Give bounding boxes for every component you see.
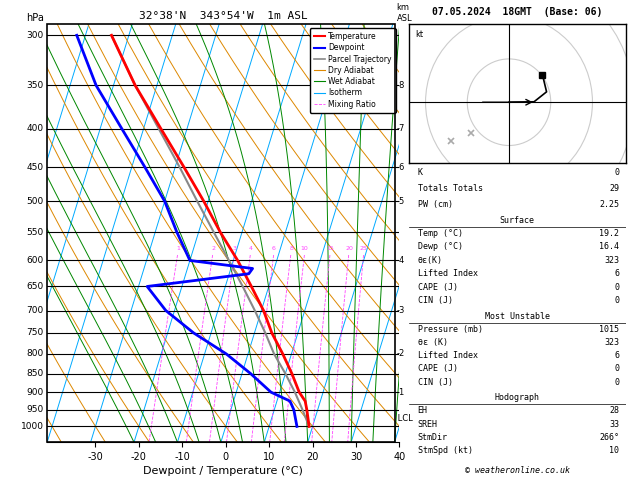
Text: 600: 600	[26, 256, 43, 265]
Text: 0: 0	[615, 282, 620, 292]
Text: 28: 28	[610, 406, 620, 416]
Text: 650: 650	[26, 282, 43, 291]
Text: 1015: 1015	[599, 325, 620, 334]
Text: -6: -6	[397, 162, 405, 172]
Text: 0: 0	[615, 364, 620, 374]
Text: CIN (J): CIN (J)	[418, 296, 452, 305]
Text: Temp (°C): Temp (°C)	[418, 229, 462, 238]
Text: -5: -5	[397, 197, 405, 206]
Text: 850: 850	[26, 369, 43, 378]
Text: EH: EH	[418, 406, 428, 416]
Text: 1000: 1000	[21, 422, 43, 431]
Text: Hodograph: Hodograph	[495, 393, 540, 402]
Text: 700: 700	[26, 306, 43, 315]
Text: Lifted Index: Lifted Index	[418, 269, 477, 278]
Text: 323: 323	[604, 256, 620, 265]
Text: CAPE (J): CAPE (J)	[418, 282, 457, 292]
Text: 20: 20	[345, 246, 353, 251]
Text: LCL: LCL	[394, 414, 412, 423]
Text: 500: 500	[26, 197, 43, 206]
Text: © weatheronline.co.uk: © weatheronline.co.uk	[465, 466, 570, 475]
Text: 266°: 266°	[599, 433, 620, 442]
Text: Totals Totals: Totals Totals	[418, 184, 482, 193]
Text: 19.2: 19.2	[599, 229, 620, 238]
Text: PW (cm): PW (cm)	[418, 200, 452, 208]
Text: 0: 0	[615, 378, 620, 387]
X-axis label: Dewpoint / Temperature (°C): Dewpoint / Temperature (°C)	[143, 466, 303, 476]
Text: 10: 10	[301, 246, 309, 251]
Text: 16.4: 16.4	[599, 243, 620, 251]
Text: 6: 6	[272, 246, 276, 251]
Text: K: K	[418, 168, 423, 177]
Text: -3: -3	[397, 306, 405, 315]
Text: CAPE (J): CAPE (J)	[418, 364, 457, 374]
Text: 750: 750	[26, 329, 43, 337]
Text: 950: 950	[26, 405, 43, 414]
Text: -4: -4	[397, 256, 405, 265]
Text: 6: 6	[615, 269, 620, 278]
Text: 0: 0	[615, 168, 620, 177]
Text: Lifted Index: Lifted Index	[418, 351, 477, 360]
Text: Dewp (°C): Dewp (°C)	[418, 243, 462, 251]
Text: 10: 10	[610, 446, 620, 455]
Text: θε(K): θε(K)	[418, 256, 443, 265]
Text: θε (K): θε (K)	[418, 338, 447, 347]
Text: 400: 400	[26, 124, 43, 133]
Text: Surface: Surface	[500, 216, 535, 225]
Title: 32°38'N  343°54'W  1m ASL: 32°38'N 343°54'W 1m ASL	[139, 11, 308, 21]
Text: 07.05.2024  18GMT  (Base: 06): 07.05.2024 18GMT (Base: 06)	[432, 7, 603, 17]
Text: 25: 25	[360, 246, 368, 251]
Text: SREH: SREH	[418, 419, 438, 429]
Text: 3: 3	[233, 246, 237, 251]
Text: -7: -7	[397, 124, 405, 133]
Text: 0: 0	[615, 296, 620, 305]
Text: 4: 4	[248, 246, 253, 251]
Text: StmDir: StmDir	[418, 433, 447, 442]
Text: 350: 350	[26, 81, 43, 90]
Text: CIN (J): CIN (J)	[418, 378, 452, 387]
Text: 2: 2	[211, 246, 215, 251]
Text: 6: 6	[615, 351, 620, 360]
Text: 450: 450	[26, 162, 43, 172]
Text: 2.25: 2.25	[599, 200, 620, 208]
Legend: Temperature, Dewpoint, Parcel Trajectory, Dry Adiabat, Wet Adiabat, Isotherm, Mi: Temperature, Dewpoint, Parcel Trajectory…	[310, 28, 396, 112]
Text: -2: -2	[397, 349, 405, 359]
Text: StmSpd (kt): StmSpd (kt)	[418, 446, 472, 455]
Text: km
ASL: km ASL	[397, 3, 413, 23]
Text: kt: kt	[415, 30, 423, 39]
Text: -1: -1	[397, 388, 405, 397]
Text: 900: 900	[26, 388, 43, 397]
Text: 15: 15	[326, 246, 334, 251]
Text: 29: 29	[610, 184, 620, 193]
Text: Pressure (mb): Pressure (mb)	[418, 325, 482, 334]
Text: 800: 800	[26, 349, 43, 359]
Text: 323: 323	[604, 338, 620, 347]
Text: Most Unstable: Most Unstable	[485, 312, 550, 321]
Text: 550: 550	[26, 228, 43, 237]
Text: hPa: hPa	[26, 13, 43, 23]
Text: 33: 33	[610, 419, 620, 429]
Text: 8: 8	[289, 246, 293, 251]
Text: 1: 1	[176, 246, 180, 251]
Text: 300: 300	[26, 31, 43, 40]
Text: -8: -8	[397, 81, 405, 90]
